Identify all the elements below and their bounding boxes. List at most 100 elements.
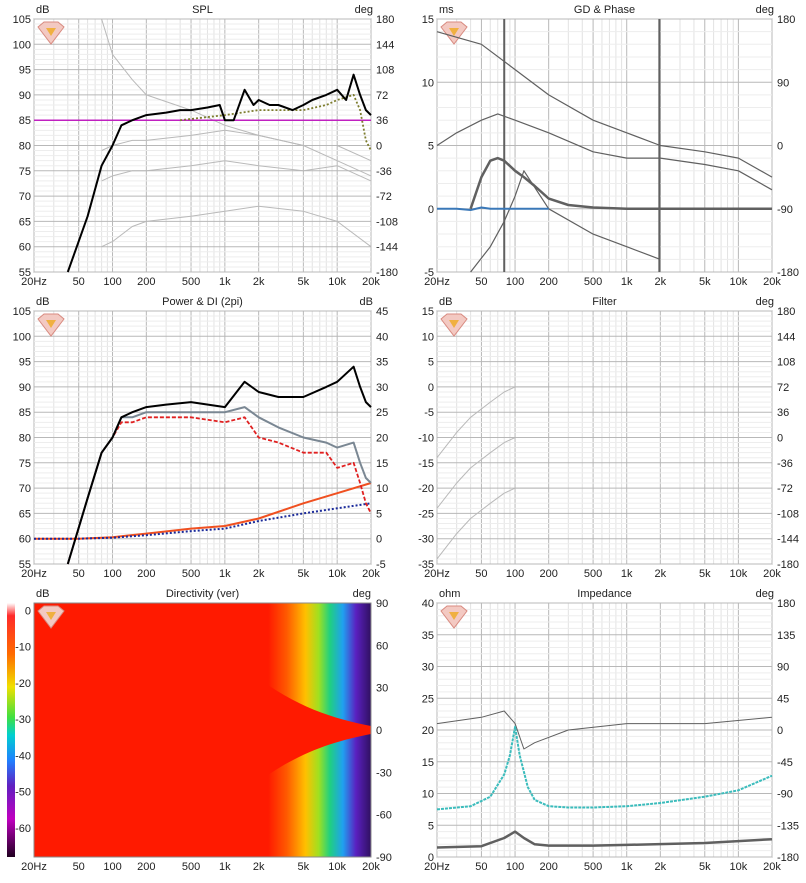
x-tick-label: 5k (699, 568, 711, 580)
y-tick-label: 5 (428, 820, 434, 832)
panel-title: Impedance (577, 588, 631, 600)
panel-spl: SPL dB deg 105 100 95 90 85 80 75 70 65 60 55 180 144 10… (13, 4, 398, 288)
filter-curve-2 (436, 437, 549, 509)
x-tick-label: 200 (137, 861, 155, 873)
x-tick-label: 500 (182, 276, 200, 288)
r-tick-label: 25 (376, 407, 388, 419)
r-tick-label: 60 (376, 640, 388, 652)
r-tick-label: 180 (376, 14, 394, 26)
x-tick-label: 100 (506, 568, 524, 580)
x-tick-label: 20Hz (21, 861, 47, 873)
y-tick-label: 60 (19, 534, 31, 546)
x-tick-label: 2k (655, 276, 667, 288)
logo-icon (37, 605, 65, 629)
r-tick-label: -45 (777, 757, 793, 769)
r-tick-label: 144 (777, 331, 795, 343)
x-tick-label: 20k (362, 861, 380, 873)
x-tick-label: 50 (73, 276, 85, 288)
y-tick-label: 80 (19, 141, 31, 153)
r-tick-label: 36 (376, 115, 388, 127)
right-unit-label: deg (355, 4, 373, 16)
x-tick-label: 500 (584, 861, 602, 873)
r-tick-label: 20 (376, 433, 388, 445)
r-tick-label: 90 (777, 662, 789, 674)
logo-core (449, 28, 459, 36)
heatmap-lower-lobe (184, 734, 371, 857)
x-tick-label: 1k (621, 568, 633, 580)
r-tick-label: -5 (376, 559, 386, 571)
logo-icon (440, 21, 468, 45)
x-tick-label: 10k (328, 861, 346, 873)
x-tick-label: 50 (475, 861, 487, 873)
filter-curve-1 (436, 386, 549, 459)
y-tick-label: -25 (418, 508, 434, 520)
y-tick-label: 10 (422, 331, 434, 343)
scale-tick-label: -30 (15, 714, 31, 726)
x-tick-label: 200 (539, 276, 557, 288)
y-tick-label: 0 (428, 852, 434, 864)
scale-tick-label: -40 (15, 750, 31, 762)
x-tick-label: 500 (182, 861, 200, 873)
y-tick-label: 60 (19, 242, 31, 254)
y-tick-label: -20 (418, 483, 434, 495)
x-tick-label: 20k (763, 276, 781, 288)
r-tick-label: 108 (777, 357, 795, 369)
y-tick-label: 95 (19, 357, 31, 369)
left-unit-label: ms (439, 4, 454, 16)
y-tick-label: 85 (19, 407, 31, 419)
panel-power: Power & DI (2pi)dB dB10510095908580757065… (13, 296, 389, 580)
r-tick-label: 144 (376, 39, 394, 51)
logo-icon (440, 605, 468, 629)
x-tick-label: 100 (103, 568, 121, 580)
r-tick-label: -180 (777, 852, 799, 864)
spl-on-axis (66, 73, 372, 273)
r-tick-label: -144 (376, 242, 398, 254)
heatmap-frame (33, 602, 372, 858)
y-tick-label: 25 (422, 693, 434, 705)
x-tick-label: 200 (137, 276, 155, 288)
y-tick-label: 20 (422, 725, 434, 737)
y-tick-label: 100 (13, 39, 31, 51)
r-tick-label: -144 (777, 534, 799, 546)
y-tick-label: 15 (422, 306, 434, 318)
y-tick-label: 70 (19, 191, 31, 203)
di-curve-dotted (34, 502, 372, 540)
phase-curve-2 (436, 31, 773, 178)
x-tick-label: 1k (219, 861, 231, 873)
spl-offaxis-3 (101, 160, 372, 182)
scale-tick-label: -50 (15, 787, 31, 799)
r-tick-label: 0 (376, 534, 382, 546)
y-tick-label: 70 (19, 483, 31, 495)
x-tick-label: 5k (298, 568, 310, 580)
x-tick-label: 2k (655, 861, 667, 873)
x-tick-label: 100 (103, 276, 121, 288)
r-tick-label: -30 (376, 767, 392, 779)
r-tick-label: -72 (777, 483, 793, 495)
r-tick-label: 5 (376, 508, 382, 520)
y-tick-label: 5 (428, 141, 434, 153)
x-tick-label: 20Hz (424, 861, 450, 873)
panel-title: Power & DI (2pi) (162, 296, 243, 308)
left-unit-label: dB (439, 296, 452, 308)
x-tick-label: 10k (730, 276, 748, 288)
logo-core (449, 612, 459, 620)
x-tick-label: 2k (655, 568, 667, 580)
r-tick-label: 0 (376, 141, 382, 153)
left-unit-label: dB (36, 296, 49, 308)
x-tick-label: 20Hz (424, 276, 450, 288)
y-tick-label: 80 (19, 433, 31, 445)
y-tick-label: -10 (418, 433, 434, 445)
spl-offaxis-1 (101, 18, 372, 177)
logo-icon (440, 313, 468, 337)
y-tick-label: 90 (19, 382, 31, 394)
x-tick-label: 20k (362, 568, 380, 580)
y-tick-label: 65 (19, 216, 31, 228)
right-unit-label: deg (756, 4, 774, 16)
phase-curve-1 (436, 113, 773, 191)
r-tick-label: 10 (376, 483, 388, 495)
spl-offaxis-4 (101, 205, 372, 248)
left-unit-label: dB (36, 4, 49, 16)
